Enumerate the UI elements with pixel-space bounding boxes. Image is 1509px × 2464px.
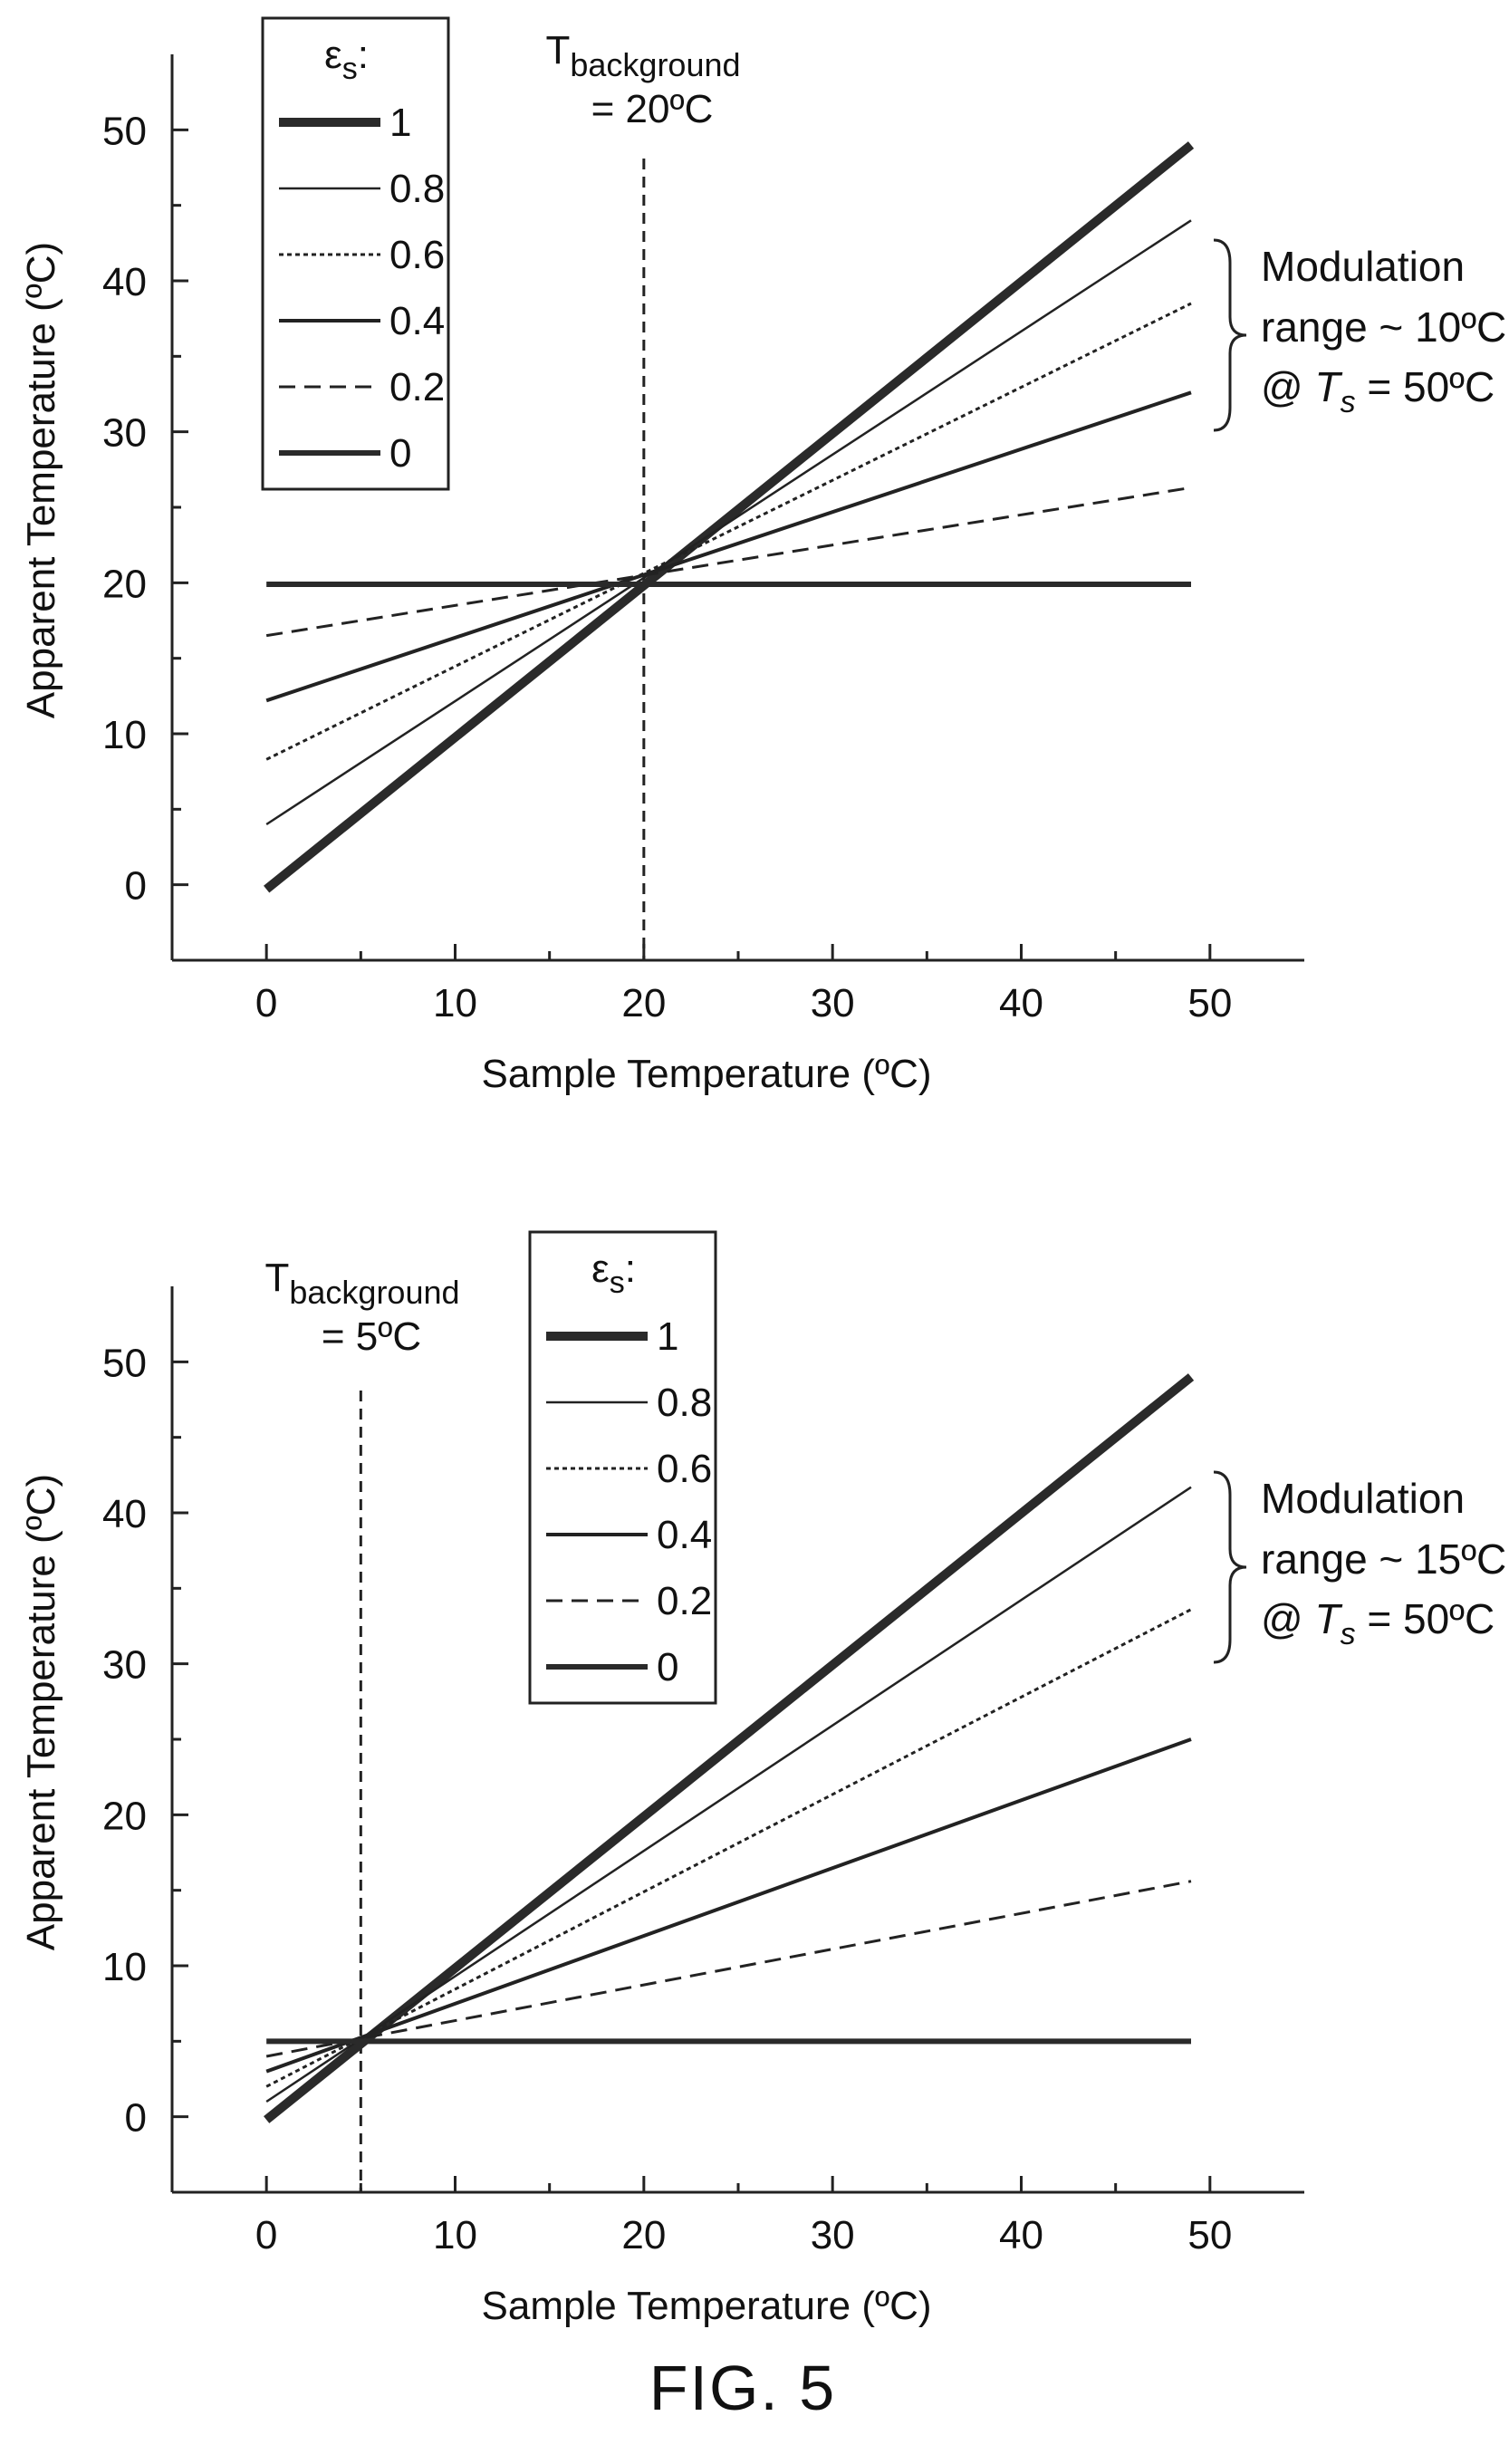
- modulation-brace: [1213, 1470, 1247, 1664]
- annotation-line-3: @ Ts = 50ºC: [1261, 363, 1495, 419]
- y-tick-label: 50: [102, 109, 147, 153]
- series-line-0-2: [265, 486, 1192, 638]
- background-label-main: T: [264, 1256, 289, 1300]
- x-tick-label: 40: [999, 981, 1043, 1025]
- legend-title-sub: s: [342, 52, 358, 86]
- legend-title: εs:: [591, 1246, 636, 1300]
- series-line-0-4: [265, 390, 1192, 703]
- series-line-0-8: [265, 219, 1192, 826]
- x-tick-label: 0: [255, 981, 277, 1025]
- legend-entry-label: 0.6: [389, 233, 445, 277]
- y-tick-label: 0: [125, 2096, 147, 2141]
- annotation-line-3-var: T: [1314, 363, 1342, 410]
- legend-title-main: ε: [324, 33, 342, 77]
- legend-title-suffix: :: [625, 1246, 636, 1291]
- modulation-brace: [1213, 238, 1247, 432]
- x-axis-label: Sample Temperature (ºC): [482, 2284, 932, 2328]
- series-line-0-2: [265, 1880, 1192, 2058]
- legend-entry-label: 0.2: [657, 1579, 712, 1623]
- y-tick-label: 50: [102, 1341, 147, 1385]
- legend-entry-label: 0: [657, 1645, 678, 1689]
- background-value-label: = 20ºC: [591, 87, 714, 131]
- annotation-line-3-prefix: @: [1261, 1595, 1314, 1642]
- background-label-main: T: [545, 28, 570, 72]
- x-axis-label: Sample Temperature (ºC): [482, 1052, 932, 1096]
- legend-title-main: ε: [591, 1246, 610, 1291]
- y-tick-label: 0: [125, 864, 147, 909]
- annotation-line-3-sub: s: [1341, 385, 1356, 419]
- annotation-line-3-suffix: = 50ºC: [1356, 363, 1495, 410]
- figure-caption: FIG. 5: [649, 2353, 836, 2423]
- x-tick-label: 0: [255, 2213, 277, 2257]
- x-tick-label: 10: [433, 2213, 477, 2257]
- x-tick-label: 30: [811, 981, 855, 1025]
- x-tick-label: 20: [621, 2213, 666, 2257]
- legend-entry-label: 1: [657, 1314, 678, 1359]
- legend-entry-label: 0.8: [657, 1381, 712, 1425]
- y-tick-label: 10: [102, 1945, 147, 1989]
- x-tick-label: 50: [1187, 981, 1232, 1025]
- legend-title-sub: s: [610, 1266, 625, 1300]
- legend-entry-label: 0.2: [389, 365, 445, 409]
- y-axis-label: Apparent Temperature (ºC): [19, 242, 63, 718]
- y-tick-label: 40: [102, 1492, 147, 1536]
- legend-entry-label: 0.6: [657, 1447, 712, 1491]
- y-tick-label: 40: [102, 260, 147, 304]
- background-label: Tbackground: [545, 28, 740, 83]
- series-line-0-6: [265, 302, 1192, 761]
- annotation-line-3-suffix: = 50ºC: [1356, 1595, 1495, 1642]
- series-line-0-4: [265, 1737, 1192, 2074]
- background-value-label: = 5ºC: [322, 1314, 421, 1359]
- legend-title-suffix: :: [358, 33, 369, 77]
- series-line-1: [264, 141, 1195, 893]
- series-line-0-6: [265, 1608, 1192, 2088]
- annotation-line-2: range ~ 15ºC: [1261, 1535, 1506, 1583]
- y-tick-label: 30: [102, 411, 147, 456]
- annotation-line-3: @ Ts = 50ºC: [1261, 1595, 1495, 1651]
- annotation-line-1: Modulation: [1261, 1475, 1465, 1522]
- y-tick-label: 20: [102, 562, 147, 606]
- legend-entry-label: 0.4: [657, 1513, 712, 1557]
- background-label: Tbackground: [264, 1256, 459, 1311]
- y-tick-label: 10: [102, 713, 147, 757]
- legend-title: εs:: [324, 33, 369, 86]
- y-tick-label: 30: [102, 1643, 147, 1688]
- annotation-line-2: range ~ 10ºC: [1261, 303, 1506, 351]
- x-tick-label: 20: [621, 981, 666, 1025]
- x-tick-label: 30: [811, 2213, 855, 2257]
- background-label-sub: background: [570, 46, 740, 83]
- series-line-0-8: [265, 1486, 1192, 2103]
- y-axis-label: Apparent Temperature (ºC): [19, 1474, 63, 1950]
- background-label-sub: background: [289, 1274, 459, 1311]
- annotation-line-3-prefix: @: [1261, 363, 1314, 410]
- annotation-line-3-sub: s: [1341, 1617, 1356, 1651]
- legend-entry-label: 0.4: [389, 299, 445, 343]
- legend-entry-label: 0.8: [389, 167, 445, 211]
- annotation-line-3-var: T: [1314, 1595, 1342, 1642]
- series-line-1: [264, 1373, 1195, 2123]
- x-tick-label: 40: [999, 2213, 1043, 2257]
- y-tick-label: 20: [102, 1794, 147, 1838]
- legend-entry-label: 0: [389, 431, 411, 476]
- annotation-line-1: Modulation: [1261, 243, 1465, 290]
- x-tick-label: 10: [433, 981, 477, 1025]
- x-tick-label: 50: [1187, 2213, 1232, 2257]
- legend-entry-label: 1: [389, 101, 411, 145]
